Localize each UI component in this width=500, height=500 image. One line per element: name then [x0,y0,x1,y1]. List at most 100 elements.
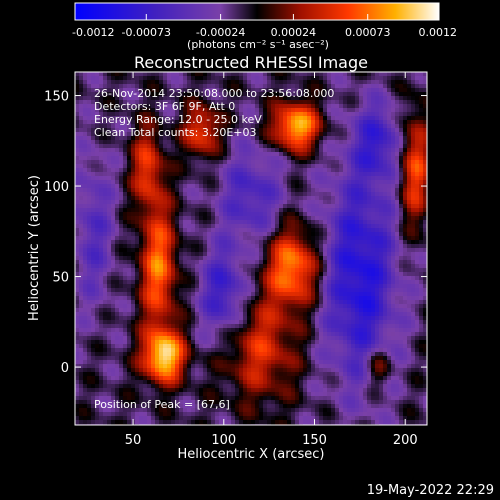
heatmap-cell [111,224,116,229]
heatmap-cell [287,116,292,121]
heatmap-cell [211,188,216,193]
heatmap-cell [319,128,324,133]
heatmap-cell [155,84,160,89]
heatmap-cell [107,188,112,193]
heatmap-cell [295,240,300,245]
heatmap-cell [323,172,328,177]
heatmap-cell [175,268,180,273]
heatmap-cell [403,284,408,289]
heatmap-cell [99,288,104,293]
heatmap-cell [367,264,372,269]
heatmap-cell [287,184,292,189]
heatmap-cell [255,120,260,125]
heatmap-cell [259,172,264,177]
heatmap-cell [175,180,180,185]
heatmap-cell [83,172,88,177]
heatmap-cell [259,220,264,225]
heatmap-cell [207,264,212,269]
heatmap-cell [127,132,132,137]
heatmap-cell [159,296,164,301]
heatmap-cell [95,172,100,177]
heatmap-cell [171,228,176,233]
heatmap-cell [403,236,408,241]
heatmap-cell [143,200,148,205]
heatmap-cell [287,168,292,173]
heatmap-cell [163,188,168,193]
heatmap-cell [171,196,176,201]
heatmap-cell [331,244,336,249]
heatmap-cell [131,132,136,137]
heatmap-cell [183,212,188,217]
heatmap-cell [399,268,404,273]
heatmap-cell [183,260,188,265]
heatmap-cell [355,228,360,233]
heatmap-cell [275,216,280,221]
heatmap-cell [203,112,208,117]
heatmap-cell [247,76,252,81]
heatmap-cell [327,144,332,149]
heatmap-cell [267,168,272,173]
heatmap-cell [227,188,232,193]
heatmap-cell [407,268,412,273]
heatmap-cell [151,140,156,145]
heatmap-cell [151,240,156,245]
heatmap-cell [143,104,148,109]
heatmap-cell [323,120,328,125]
heatmap-cell [131,244,136,249]
heatmap-cell [323,192,328,197]
heatmap-cell [111,212,116,217]
heatmap-cell [275,100,280,105]
heatmap-cell [423,160,427,165]
heatmap-cell [275,72,280,77]
heatmap-cell [91,164,96,169]
heatmap-cell [103,104,108,109]
heatmap-cell [147,180,152,185]
heatmap-cell [75,228,80,233]
heatmap-cell [335,72,340,77]
heatmap-cell [215,292,220,297]
heatmap-cell [163,248,168,253]
heatmap-cell [323,164,328,169]
heatmap-cell [315,260,320,265]
heatmap-cell [243,84,248,89]
heatmap-cell [271,128,276,133]
heatmap-cell [99,168,104,173]
heatmap-cell [339,240,344,245]
heatmap-cell [231,132,236,137]
heatmap-cell [91,156,96,161]
heatmap-cell [311,276,316,281]
heatmap-cell [103,176,108,181]
heatmap-cell [363,96,368,101]
heatmap-cell [299,180,304,185]
heatmap-cell [415,188,420,193]
heatmap-cell [371,232,376,237]
heatmap-cell [147,292,152,297]
heatmap-cell [339,84,344,89]
heatmap-cell [339,148,344,153]
heatmap-cell [219,144,224,149]
heatmap-cell [255,224,260,229]
heatmap-cell [339,72,344,77]
heatmap-cell [383,224,388,229]
heatmap-cell [151,84,156,89]
heatmap-cell [367,252,372,257]
heatmap-cell [251,148,256,153]
heatmap-cell [415,224,420,229]
heatmap-cell [351,164,356,169]
heatmap-cell [199,236,204,241]
heatmap-cell [411,176,416,181]
heatmap-cell [315,188,320,193]
heatmap-cell [135,108,140,113]
heatmap-cell [359,236,364,241]
heatmap-cell [323,144,328,149]
heatmap-cell [211,276,216,281]
heatmap-cell [311,288,316,293]
heatmap-cell [235,92,240,97]
heatmap-cell [211,152,216,157]
heatmap-cell [87,200,92,205]
heatmap-cell [107,136,112,141]
heatmap-cell [95,72,100,77]
heatmap-cell [107,264,112,269]
heatmap-cell [307,116,312,121]
heatmap-cell [283,224,288,229]
